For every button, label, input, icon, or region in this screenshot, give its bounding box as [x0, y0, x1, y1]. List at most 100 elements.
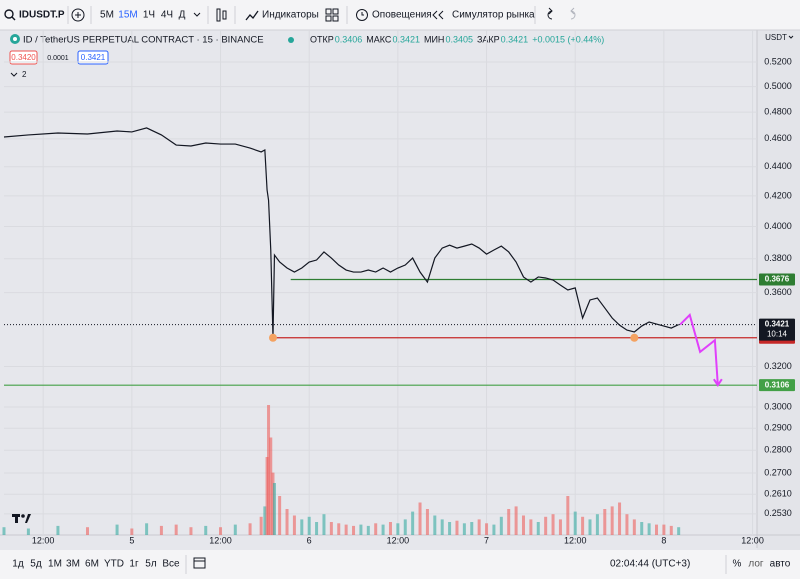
top-toolbar — [0, 0, 800, 30]
percent-toggle[interactable]: % — [733, 559, 742, 570]
volume-bar — [248, 523, 252, 535]
volume-bar — [514, 506, 518, 535]
volume-bar — [272, 483, 276, 535]
volume-bar — [647, 523, 651, 535]
range-button[interactable]: 1д — [12, 559, 24, 570]
volume-bar — [632, 519, 636, 535]
volume-bar — [536, 522, 540, 535]
last-price-box — [759, 318, 795, 341]
range-button[interactable]: 1г — [129, 559, 139, 570]
buy-button[interactable] — [77, 50, 109, 65]
alerts-button[interactable]: Оповещения — [372, 10, 432, 21]
volume-bar — [204, 525, 208, 535]
indicators-collapse[interactable] — [10, 72, 18, 77]
level-label: 0.3676 — [765, 275, 790, 284]
interval-button[interactable]: 15М — [118, 10, 137, 21]
volume-bar — [521, 515, 525, 535]
volume-bar — [145, 523, 149, 535]
ohlc-key: МАКС — [366, 34, 392, 44]
toolbar-group: IDUSDT.P 5М 15М 1Ч 4Ч Д Индикаторы Оповещени… — [4, 6, 576, 24]
volume-bar — [315, 522, 319, 535]
indicator-count: 2 — [22, 70, 27, 79]
spread: 0.0001 — [47, 55, 69, 62]
volume-bar — [259, 516, 263, 535]
level-label-box — [759, 273, 795, 286]
currency-dropdown[interactable] — [788, 35, 794, 39]
clock[interactable]: 02:04:44 (UTC+3) — [610, 559, 690, 570]
replay-icon — [432, 10, 444, 20]
redo-button[interactable] — [570, 7, 576, 20]
volume-bar — [329, 522, 333, 535]
tv-logo-part — [15, 514, 18, 523]
interval-button[interactable]: 1Ч — [143, 10, 155, 21]
y-tick-label: 0.4400 — [764, 161, 792, 171]
sell-button[interactable] — [9, 50, 38, 65]
volume-bar — [352, 525, 356, 535]
interval-group: 5М 15М 1Ч 4Ч Д — [100, 10, 186, 21]
ohlc-key: ЗАКР — [477, 34, 500, 44]
search-icon-handle — [11, 16, 16, 21]
indicators-icon — [245, 10, 259, 21]
interval-button[interactable]: Д — [179, 10, 186, 21]
volume-bar — [558, 519, 562, 535]
volume-bar — [130, 528, 134, 535]
range-button[interactable]: 6М — [85, 559, 99, 570]
range-button[interactable]: 3М — [66, 559, 80, 570]
compare-button[interactable] — [71, 8, 85, 22]
volume-bar — [174, 524, 178, 535]
volume-bar — [470, 522, 474, 535]
alert-icon-hands — [361, 12, 364, 16]
volume-bar — [625, 514, 629, 535]
goto-date-button[interactable] — [193, 557, 206, 569]
market-status — [288, 37, 294, 43]
y-tick-label: 0.3600 — [764, 287, 792, 297]
range-button[interactable]: 1М — [48, 559, 62, 570]
volume-bar — [300, 519, 304, 535]
volume-bar — [588, 519, 592, 535]
volume-bar — [499, 516, 503, 535]
level-label-box — [759, 379, 795, 392]
volume-bar — [322, 514, 326, 535]
volume-bar — [219, 527, 223, 535]
x-tick-label: 7 — [484, 535, 489, 545]
symbol[interactable]: IDUSDT.P — [19, 10, 65, 21]
volume-bar — [544, 516, 548, 535]
x-tick-label: 12:00 — [32, 535, 55, 545]
y-tick-label: 0.4800 — [764, 107, 792, 117]
interval-button[interactable]: 4Ч — [161, 10, 173, 21]
chart-type-icon[interactable] — [216, 8, 221, 22]
arrow-drawing — [679, 313, 719, 386]
volume-bar — [566, 496, 570, 535]
volume-bar — [269, 437, 273, 535]
plot-area: 12:00 5 12:00 6 12:00 7 12:00 8 12:00 0.5200 0.500… — [2, 30, 795, 545]
x-tick-label: 8 — [661, 535, 666, 545]
undo-button[interactable] — [547, 7, 553, 20]
range-button[interactable]: 5д — [30, 559, 42, 570]
buy-price: 0.3421 — [81, 53, 106, 62]
volume-bar — [595, 514, 599, 535]
y-tick-label: 0.3800 — [764, 253, 792, 263]
templates-icon[interactable] — [325, 8, 332, 15]
interval-button[interactable]: 5М — [100, 10, 114, 21]
range-button[interactable]: Все — [162, 559, 180, 570]
y-tick-label: 0.4600 — [764, 133, 792, 143]
search-icon[interactable] — [4, 9, 14, 19]
replay-button[interactable]: Симулятор рынка — [452, 10, 535, 21]
interval-dropdown[interactable] — [193, 12, 201, 17]
ohlc-key: ОТКР — [310, 34, 334, 44]
ohlc-value: 0.3421 — [392, 34, 420, 44]
volume-bar — [440, 519, 444, 535]
range-button[interactable]: YTD — [104, 559, 124, 570]
last-price-label: 0.3421 — [765, 320, 790, 329]
auto-toggle[interactable]: авто — [770, 559, 791, 570]
indicators-button[interactable]: Индикаторы — [262, 10, 319, 21]
volume-bar — [359, 524, 363, 535]
sell-price: 0.3420 — [11, 53, 36, 62]
log-toggle[interactable]: лог — [748, 559, 764, 570]
ohlc-value: 0.3405 — [445, 34, 473, 44]
volume-bar — [2, 527, 6, 535]
x-tick-label: 12:00 — [209, 535, 232, 545]
templates-icon — [325, 15, 332, 22]
range-button[interactable]: 5л — [145, 559, 157, 570]
volume-bar — [669, 525, 673, 535]
